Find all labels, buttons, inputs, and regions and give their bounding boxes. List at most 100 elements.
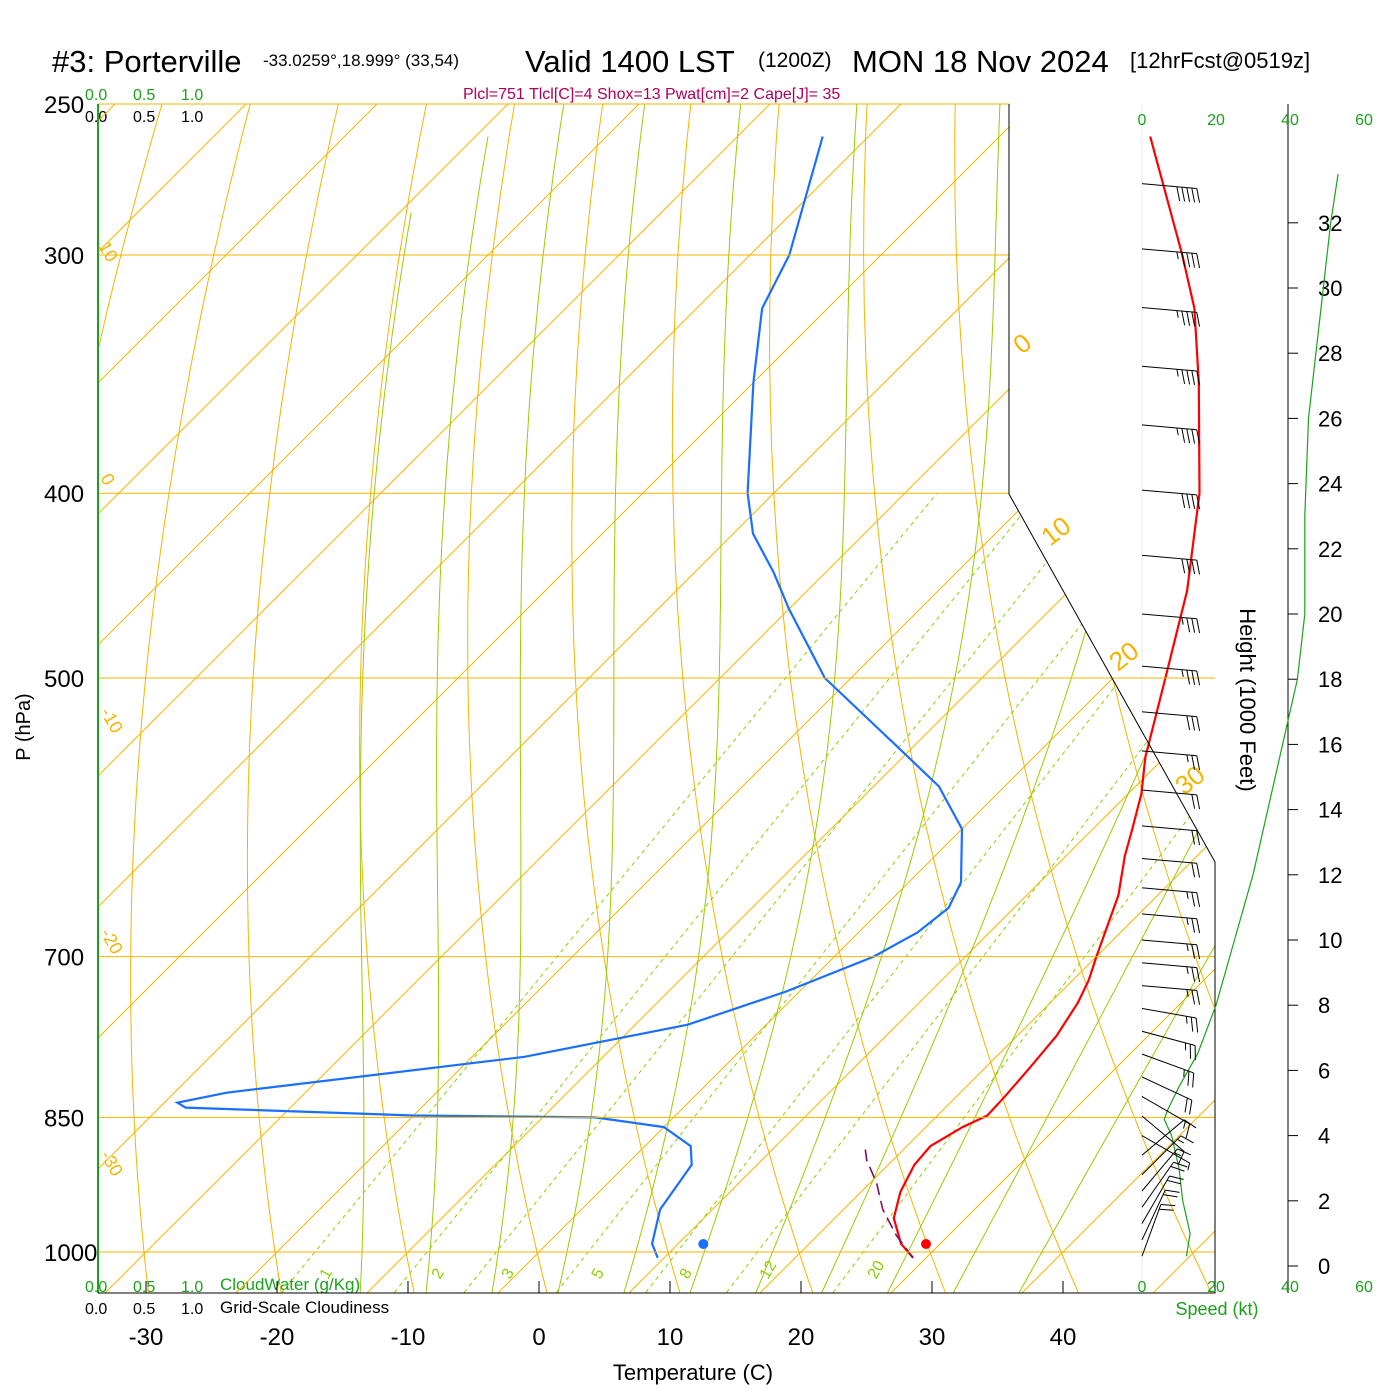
- dry-adiabat-label: 0: [1007, 327, 1037, 360]
- wind-barb-flag: [1191, 187, 1196, 203]
- wind-barb-half-flag: [1186, 943, 1189, 952]
- wind-barb-staff: [1141, 939, 1197, 946]
- wind-barb-half-flag: [1185, 1016, 1188, 1024]
- pressure-label: 700: [44, 945, 84, 972]
- wind-barb-flag: [1186, 617, 1191, 633]
- mixing-ratio-label: 3: [499, 1266, 518, 1282]
- wind-barb-flag: [1196, 944, 1201, 960]
- cloudwater-tick-0: 0.0: [85, 87, 107, 104]
- wind-barb-half-flag: [1181, 617, 1184, 625]
- wind-barb-staff: [1141, 248, 1197, 255]
- wind-barb: [1141, 248, 1201, 269]
- wind-barb-flag: [1181, 310, 1186, 326]
- moist-adiabat-line: [555, 104, 646, 1293]
- x-tick-label: -30: [129, 1324, 164, 1351]
- wind-barb-staff: [1141, 913, 1197, 920]
- wind-barb-flag: [1196, 312, 1201, 327]
- pressure-label: 850: [44, 1105, 84, 1132]
- speed-tick-top: 0: [1138, 112, 1147, 129]
- wind-barb-staff: [1141, 1189, 1166, 1241]
- height-tick-label: 26: [1318, 406, 1342, 431]
- mixing-ratio-line: [281, 492, 938, 1293]
- wind-barb-staff: [1141, 1007, 1197, 1019]
- wind-barb-flag: [1196, 830, 1201, 846]
- wind-barb-half-flag: [1176, 427, 1179, 436]
- wind-barb-flag: [1191, 370, 1196, 385]
- isotherm-line: [1014, 104, 1215, 1293]
- wind-barb-staff: [1141, 962, 1197, 969]
- pressure-label: 400: [44, 481, 84, 508]
- wind-barb: [1141, 750, 1201, 771]
- x-tick-label: -10: [391, 1324, 426, 1351]
- isotherm-line: [752, 104, 1215, 1293]
- dry-adiabat-label: 0: [97, 470, 119, 489]
- wind-barb: [1141, 1161, 1188, 1208]
- wind-barb-flag: [1191, 862, 1196, 878]
- dry-adiabat-line: [1129, 104, 1215, 1293]
- wind-barb-flag: [1190, 1017, 1194, 1032]
- dry-adiabat-line: [1391, 70, 1400, 1300]
- wind-barb: [1141, 365, 1201, 386]
- dry-adiabat-line: [246, 104, 347, 1293]
- dewpoint-profile: [174, 136, 964, 1259]
- cloudiness-label: Grid-Scale Cloudiness: [220, 1298, 389, 1317]
- wind-barb-half-flag: [1176, 251, 1179, 260]
- mixing-ratio-label: 2: [429, 1266, 448, 1282]
- height-tick-label: 14: [1318, 798, 1342, 823]
- dry-adiabat-line: [769, 104, 949, 1293]
- valid-time: Valid 1400 LST: [525, 44, 735, 79]
- speed-tick-bottom: 20: [1207, 1279, 1225, 1296]
- wind-barb-flag: [1191, 967, 1196, 982]
- isotherm-line: [228, 104, 1215, 1293]
- cloudiness-tick-2: 1.0: [181, 109, 203, 126]
- wind-barb-flag: [1192, 1072, 1195, 1088]
- wind-barb: [1141, 985, 1201, 1005]
- wind-barb-flag: [1163, 1194, 1178, 1198]
- height-tick-label: 12: [1318, 863, 1342, 888]
- wind-barb-staff: [1141, 1148, 1178, 1192]
- cloudwater-bottom-tick-0: 0.0: [85, 1279, 107, 1296]
- wind-barb-flag: [1196, 494, 1201, 510]
- dry-adiabat-label: 20: [1103, 635, 1144, 676]
- wind-barb-flag: [1191, 618, 1196, 633]
- x-tick-label: 20: [788, 1324, 815, 1351]
- isotherm-line: [98, 104, 1033, 1293]
- wind-barb-half-flag: [1186, 917, 1189, 926]
- wind-barb: [1141, 825, 1201, 846]
- wind-barb-flag: [1191, 892, 1196, 907]
- wind-barb: [1141, 489, 1201, 510]
- wind-barb-flag: [1196, 755, 1201, 771]
- wind-barb-staff: [1141, 887, 1197, 894]
- wind-barb-flag: [1177, 1151, 1185, 1165]
- wind-barb-staff: [1141, 825, 1197, 832]
- isotherm-line: [98, 104, 378, 1293]
- wind-barb-flag: [1181, 252, 1186, 267]
- wind-barb: [1141, 1175, 1184, 1224]
- wind-panel: 0246810121416182022242628303200202040406…: [1138, 104, 1373, 1296]
- cloudwater-bottom-tick-2: 1.0: [181, 1279, 203, 1296]
- height-tick-label: 28: [1318, 341, 1342, 366]
- wind-barb: [1141, 1119, 1197, 1156]
- height-tick-label: 4: [1318, 1124, 1330, 1149]
- speed-tick-top: 60: [1355, 112, 1373, 129]
- height-tick-label: 16: [1318, 732, 1342, 757]
- moist-adiabat-line: [621, 104, 742, 1293]
- wind-barb-staff: [1141, 711, 1197, 718]
- wind-barb-flag: [1180, 1135, 1194, 1144]
- parcel-path: [864, 1145, 914, 1259]
- height-tick-label: 0: [1318, 1254, 1330, 1279]
- wind-barb: [1141, 1115, 1185, 1165]
- isotherm-line: [98, 104, 1215, 1293]
- isotherm-line: [98, 104, 247, 1293]
- speed-tick-top: 20: [1207, 112, 1225, 129]
- mixing-ratio-line: [832, 492, 1215, 1293]
- height-tick-label: 6: [1318, 1058, 1330, 1083]
- wind-barb-half-flag: [1186, 989, 1189, 997]
- isotherm-line: [490, 104, 1215, 1293]
- wind-barb-flag: [1186, 252, 1191, 268]
- height-axis-label: Height (1000 Feet): [1235, 608, 1260, 791]
- dry-adiabat-line: [954, 104, 1215, 1293]
- height-tick-label: 20: [1318, 602, 1342, 627]
- wind-barb: [1141, 1030, 1196, 1061]
